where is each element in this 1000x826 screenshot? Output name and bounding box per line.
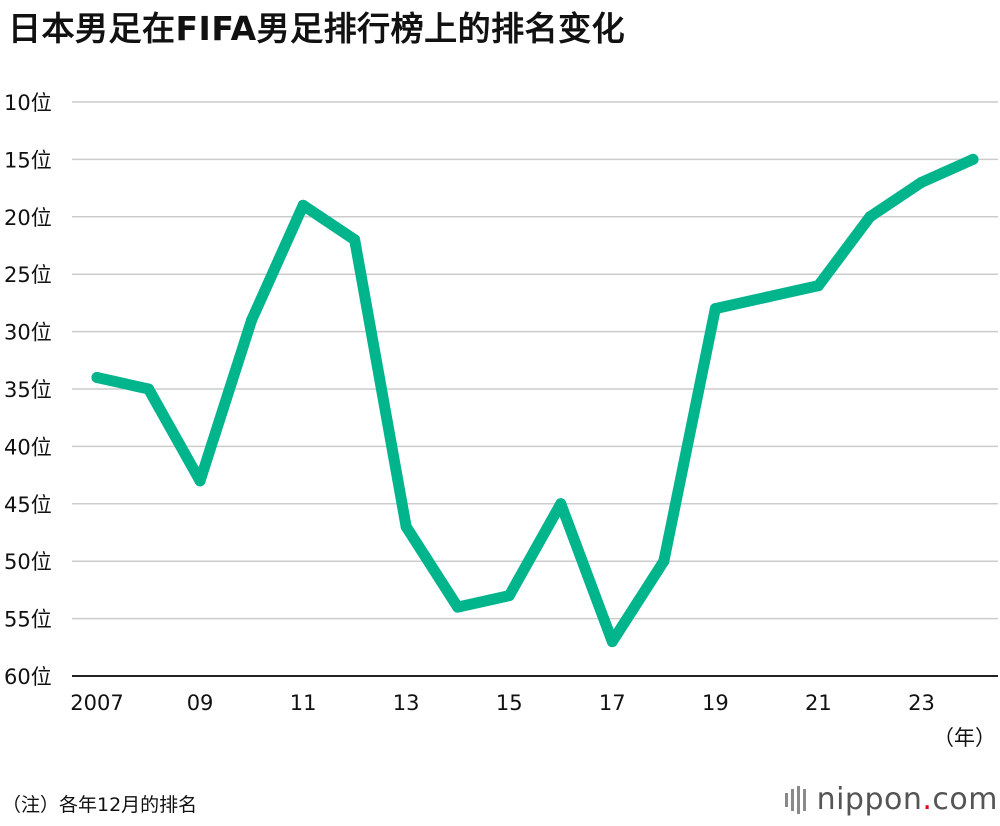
nippon-logo: nippon.com (784, 782, 998, 817)
y-axis-tick-labels: 10位 15位 20位 25位 30位 35位 40位 45位 50位 55位 60位 (4, 91, 52, 689)
y-tick-label: 30位 (4, 321, 52, 345)
data-point (503, 590, 515, 602)
data-point (452, 601, 464, 613)
series-line (91, 153, 979, 648)
x-tick-label: 09 (187, 691, 214, 715)
y-tick-label: 50位 (4, 550, 52, 574)
y-tick-label: 20位 (4, 206, 52, 230)
logo-text: nippon.com (816, 782, 998, 817)
chart-title: 日本男足在FIFA男足排行榜上的排名变化 (8, 9, 626, 48)
x-tick-label: 21 (805, 691, 832, 715)
data-point (864, 211, 876, 223)
data-point (915, 176, 927, 188)
data-point (709, 303, 721, 315)
x-axis-unit-label: （年） (933, 726, 996, 750)
data-point (246, 314, 258, 326)
x-tick-label: 19 (702, 691, 729, 715)
data-point (349, 234, 361, 246)
data-point (400, 521, 412, 533)
y-tick-label: 15位 (4, 148, 52, 172)
x-tick-label: 15 (496, 691, 523, 715)
x-tick-label: 13 (393, 691, 420, 715)
data-point (143, 383, 155, 395)
grid-lines (72, 101, 998, 677)
data-point (555, 498, 567, 510)
y-tick-label: 25位 (4, 263, 52, 287)
data-point (194, 475, 206, 487)
logo-bars-icon (784, 785, 809, 814)
data-point (812, 280, 824, 292)
y-tick-label: 55位 (4, 608, 52, 632)
x-tick-label: 23 (908, 691, 935, 715)
y-tick-label: 10位 (4, 91, 52, 115)
data-point (91, 372, 103, 384)
data-point (761, 291, 773, 303)
footnote: （注）各年12月的排名 (2, 794, 198, 816)
data-point (658, 555, 670, 567)
y-tick-label: 45位 (4, 493, 52, 517)
y-tick-label: 35位 (4, 378, 52, 402)
series-layer (91, 153, 979, 648)
y-tick-label: 40位 (4, 435, 52, 459)
x-tick-label: 11 (290, 691, 317, 715)
x-tick-label: 2007 (70, 691, 123, 715)
y-tick-label: 60位 (4, 665, 52, 689)
data-point (297, 199, 309, 211)
data-point (967, 153, 979, 165)
x-tick-label: 17 (599, 691, 626, 715)
x-axis-tick-labels: 2007 09 11 13 15 17 19 21 23 (70, 691, 935, 715)
data-point (606, 636, 618, 648)
